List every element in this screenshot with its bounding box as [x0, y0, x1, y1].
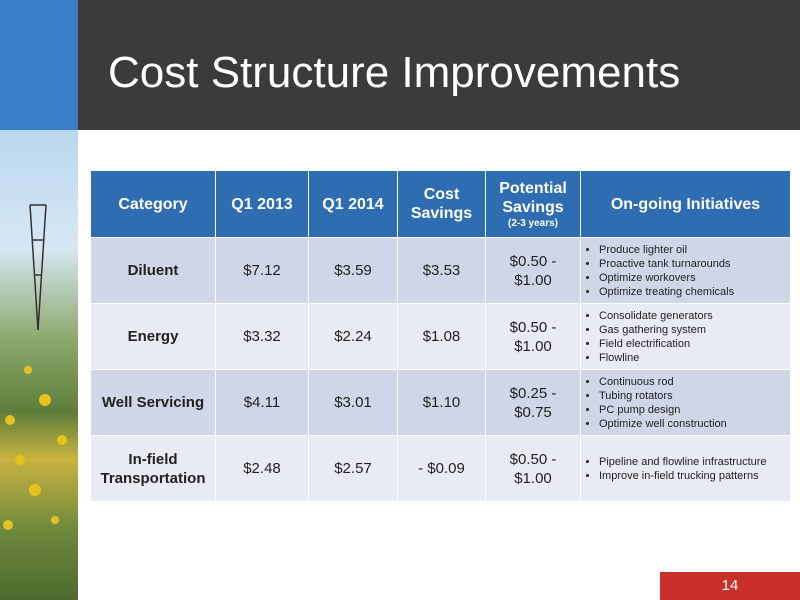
- column-header-text: Category: [118, 195, 188, 213]
- table-row: Diluent$7.12$3.59$3.53$0.50 - $1.00Produ…: [90, 237, 791, 304]
- initiatives-cell: Continuous rodTubing rotatorsPC pump des…: [580, 369, 791, 436]
- table-row: Energy$3.32$2.24$1.08$0.50 - $1.00Consol…: [90, 303, 791, 370]
- page-number: 14: [721, 577, 739, 594]
- image-art: [3, 204, 67, 530]
- initiative-list: Produce lighter oilProactive tank turnar…: [587, 243, 786, 299]
- initiative-item: Consolidate generators: [599, 309, 786, 323]
- cost-savings-cell: $3.53: [397, 237, 486, 304]
- table-body: Diluent$7.12$3.59$3.53$0.50 - $1.00Produ…: [90, 237, 791, 502]
- header-row: Category Q1 2013 Q1 2014 Cost Savings Potent…: [90, 170, 791, 238]
- category-cell: Diluent: [90, 237, 216, 304]
- column-header-text: Potential Savings: [499, 179, 567, 216]
- initiative-item: Continuous rod: [599, 375, 786, 389]
- initiative-item: Field electrification: [599, 337, 786, 351]
- initiatives-cell: Consolidate generatorsGas gathering syst…: [580, 303, 791, 370]
- q1-2014-cell: $2.57: [308, 435, 398, 502]
- category-cell: Energy: [90, 303, 216, 370]
- category-cell: In-field Transportation: [90, 435, 216, 502]
- initiative-item: Gas gathering system: [599, 323, 786, 337]
- cost-table: Category Q1 2013 Q1 2014 Cost Savings Potent…: [90, 170, 791, 502]
- initiative-list: Continuous rodTubing rotatorsPC pump des…: [587, 375, 786, 431]
- column-header-text: Q1 2013: [231, 195, 293, 213]
- potential-savings-cell: $0.50 - $1.00: [485, 435, 581, 502]
- initiative-item: Pipeline and flowline infrastructure: [599, 455, 786, 469]
- title-band: Cost Structure Improvements: [78, 0, 800, 130]
- column-header: Cost Savings: [397, 170, 486, 238]
- table-row: Well Servicing $4.11 $3.01 $1.10 $0.25 - $0.…: [90, 369, 791, 436]
- initiative-list: Consolidate generatorsGas gathering syst…: [587, 309, 786, 365]
- cost-savings-cell: $1.08: [397, 303, 486, 370]
- initiatives-cell: Pipeline and flowline infrastructureImpr…: [580, 435, 791, 502]
- q1-2014-cell: $2.24: [308, 303, 398, 370]
- slide-title: Cost Structure Improvements: [108, 48, 681, 97]
- derrick: [29, 204, 47, 331]
- q1-2013-cell: $2.48: [215, 435, 309, 502]
- initiative-item: Optimize well construction: [599, 417, 786, 431]
- initiative-item: Improve in-field trucking patterns: [599, 469, 786, 483]
- q1-2013-cell: $7.12: [215, 237, 309, 304]
- column-header-text: Q1 2014: [322, 195, 384, 213]
- column-header: Q1 2014: [308, 170, 398, 238]
- page-number-box: 14: [660, 572, 800, 600]
- field-image: [0, 130, 78, 600]
- table-row: In-field Transportation $2.48 $2.57- $0.09…: [90, 435, 791, 502]
- initiative-item: Optimize workovers: [599, 271, 786, 285]
- table-head: Category Q1 2013 Q1 2014 Cost Savings Potent…: [90, 170, 791, 238]
- initiatives-cell: Produce lighter oilProactive tank turnar…: [580, 237, 791, 304]
- initiative-item: Tubing rotators: [599, 389, 786, 403]
- initiative-item: Flowline: [599, 351, 786, 365]
- q1-2014-cell: $3.59: [308, 237, 398, 304]
- potential-savings-cell: $0.50 - $1.00: [485, 237, 581, 304]
- initiative-item: Proactive tank turnarounds: [599, 257, 786, 271]
- category-cell: Well Servicing: [90, 369, 216, 436]
- initiative-list: Pipeline and flowline infrastructureImpr…: [587, 455, 786, 483]
- potential-savings-cell: $0.25 - $0.75: [485, 369, 581, 436]
- column-header-text: On-going Initiatives: [610, 195, 761, 213]
- initiative-item: Optimize treating chemicals: [599, 285, 786, 299]
- column-header: Q1 2013: [215, 170, 309, 238]
- cost-savings-cell: $1.10: [397, 369, 486, 436]
- column-header: On-going Initiatives: [580, 170, 791, 238]
- potential-savings-cell: $0.50 - $1.00: [485, 303, 581, 370]
- cost-savings-cell: - $0.09: [397, 435, 486, 502]
- flowers: [3, 366, 67, 530]
- accent-bar: [0, 0, 78, 130]
- q1-2013-cell: $3.32: [215, 303, 309, 370]
- column-header: Potential Savings (2-3 years): [485, 170, 581, 238]
- initiative-item: PC pump design: [599, 403, 786, 417]
- q1-2014-cell: $3.01: [308, 369, 398, 436]
- column-header: Category: [90, 170, 216, 238]
- column-note: (2-3 years): [507, 217, 559, 229]
- q1-2013-cell: $4.11: [215, 369, 309, 436]
- initiative-item: Produce lighter oil: [599, 243, 786, 257]
- column-header-text: Cost Savings: [410, 186, 473, 222]
